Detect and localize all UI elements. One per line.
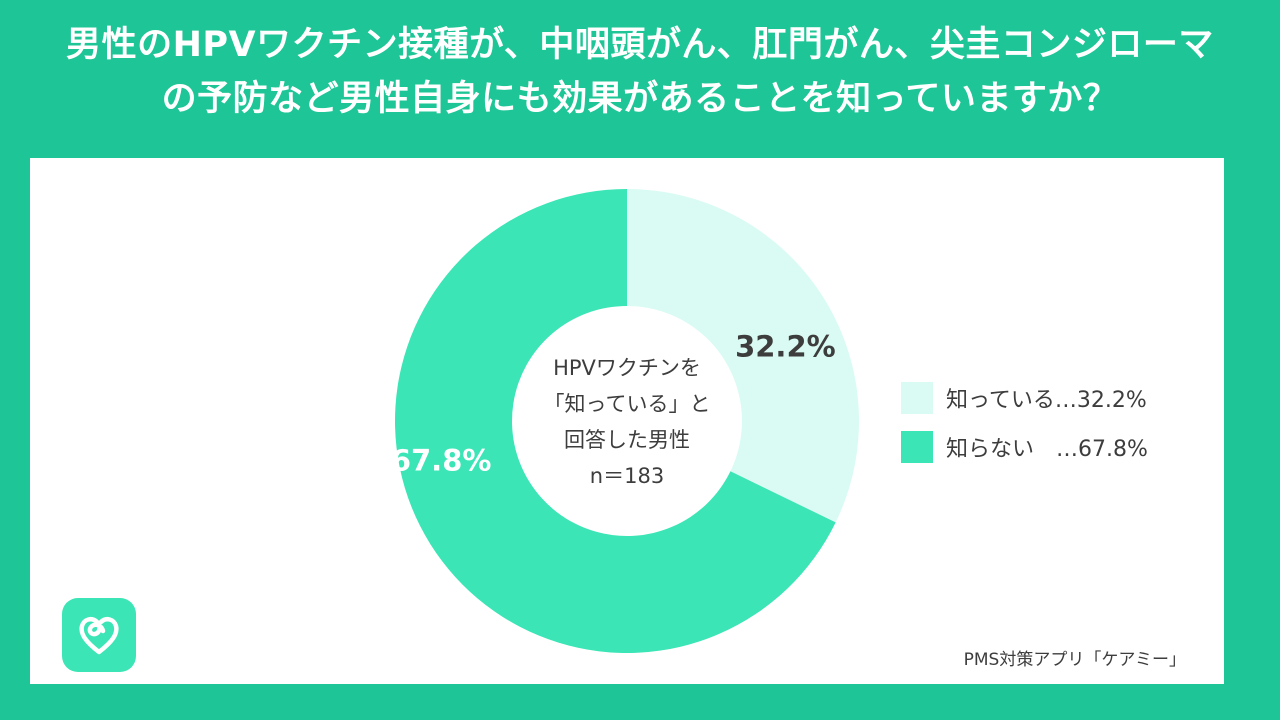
source-credit: PMS対策アプリ「ケアミー」: [963, 650, 1186, 670]
slice-unknown: [395, 189, 836, 653]
legend-label-unknown: 知らない …67.8%: [946, 437, 1148, 462]
center-text-line-2: 「知っている」と: [544, 392, 711, 416]
value-label-unknown: 67.8%: [391, 443, 492, 477]
legend-swatch-known: [901, 382, 933, 414]
legend-swatch-unknown: [901, 431, 933, 463]
title-line-1: 男性のHPVワクチン接種が、中咽頭がん、肛門がん、尖圭コンジローマ: [66, 25, 1214, 65]
legend-label-known: 知っている…32.2%: [946, 388, 1147, 413]
legend: 知っている…32.2% 知らない …67.8%: [901, 382, 1148, 480]
chart-title: 男性のHPVワクチン接種が、中咽頭がん、肛門がん、尖圭コンジローマ の予防など男…: [0, 18, 1280, 126]
center-text-line-4: n＝183: [590, 464, 664, 488]
legend-item-unknown: 知らない …67.8%: [901, 431, 1148, 463]
heart-loop-icon: [62, 598, 136, 672]
value-label-known: 32.2%: [735, 330, 836, 364]
slice-known: [627, 189, 860, 523]
center-text-line-3: 回答した男性: [564, 428, 690, 452]
center-text-line-1: HPVワクチンを: [553, 356, 701, 380]
chart-panel: 32.2% 67.8% HPVワクチンを 「知っている」と 回答した男性 n＝183 知っ…: [30, 158, 1224, 684]
legend-item-known: 知っている…32.2%: [901, 382, 1148, 414]
title-line-2: の予防など男性自身にも効果があることを知っていますか？: [161, 79, 1119, 119]
